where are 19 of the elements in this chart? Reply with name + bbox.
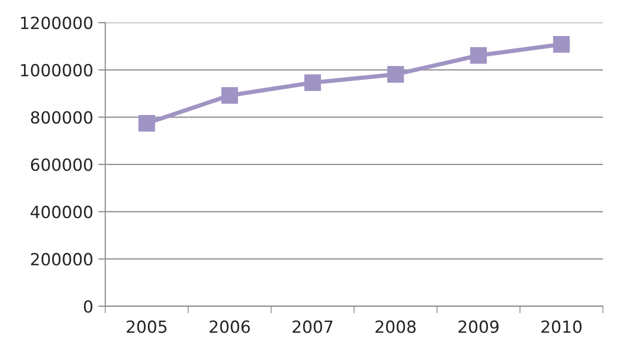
x-tick-label: 2010 xyxy=(541,320,582,334)
x-tick-label: 2007 xyxy=(292,320,332,334)
y-tick-label: 400000 xyxy=(30,206,92,218)
y-tick-label: 0 xyxy=(84,300,92,313)
x-tick-label: 2006 xyxy=(210,320,250,334)
y-tick-label: 1200000 xyxy=(21,16,92,30)
point xyxy=(470,47,487,64)
y-tick-label: 600000 xyxy=(31,158,92,171)
point xyxy=(387,66,404,83)
point xyxy=(221,87,238,104)
point xyxy=(553,36,570,53)
point xyxy=(304,74,321,91)
y-tick-label: 800000 xyxy=(30,111,92,124)
point xyxy=(138,114,156,132)
x-tick-label: 2008 xyxy=(376,320,416,334)
x-tick-label: 2005 xyxy=(126,320,166,334)
y-tick-label: 200000 xyxy=(31,252,92,266)
y-tick-label: 1000000 xyxy=(21,64,92,76)
x-tick-label: 2009 xyxy=(458,320,499,334)
